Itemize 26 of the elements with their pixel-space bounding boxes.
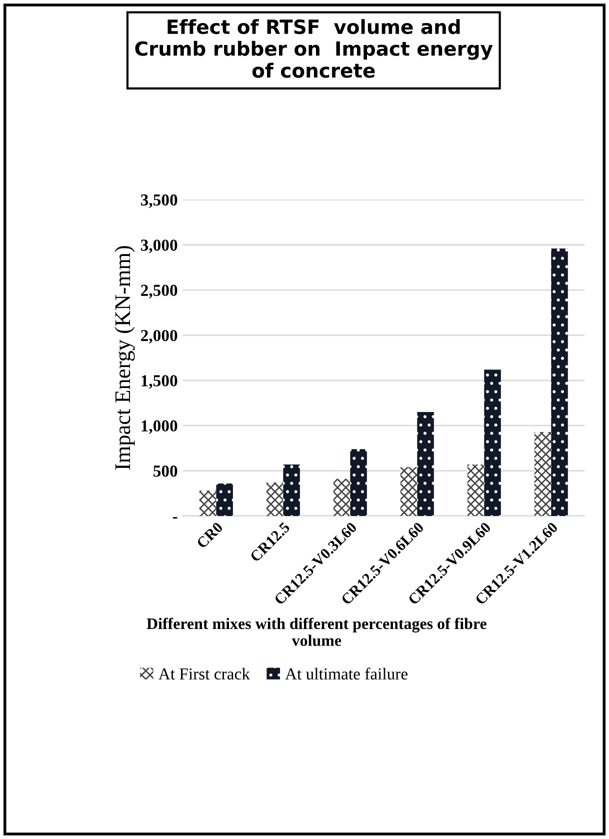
x-tick-label: CR0 — [196, 522, 224, 549]
bar — [400, 467, 418, 516]
y-tick-label: 2,500 — [141, 284, 178, 298]
bar — [266, 482, 284, 516]
bar — [467, 464, 484, 516]
chart-title: Effect of RTSF volume and Crumb rubber on Impact energy of concrete — [135, 19, 493, 78]
bar — [417, 412, 434, 516]
bar — [283, 464, 300, 516]
bar — [350, 449, 367, 516]
bar — [216, 483, 233, 516]
legend-label: At First crack — [158, 668, 250, 680]
y-tick-label: 3,500 — [140, 194, 178, 208]
y-axis-title: Impact Energy (KN-mm) — [114, 246, 135, 470]
y-tick-label: 2,000 — [141, 330, 178, 344]
bar — [333, 478, 350, 516]
legend-label: At ultimate failure — [285, 668, 408, 680]
y-tick-label: - — [172, 517, 178, 519]
y-tick-label: 1,000 — [142, 420, 178, 434]
bar — [534, 432, 552, 516]
y-tick-label: 500 — [154, 466, 178, 477]
y-tick-label: 1,500 — [142, 375, 178, 389]
y-tick-label: 3,000 — [140, 240, 178, 254]
bar — [199, 490, 216, 516]
x-axis-title: Different mixes with different percentages of fibre volume — [146, 618, 486, 646]
bar — [551, 248, 568, 516]
bar — [484, 370, 501, 516]
